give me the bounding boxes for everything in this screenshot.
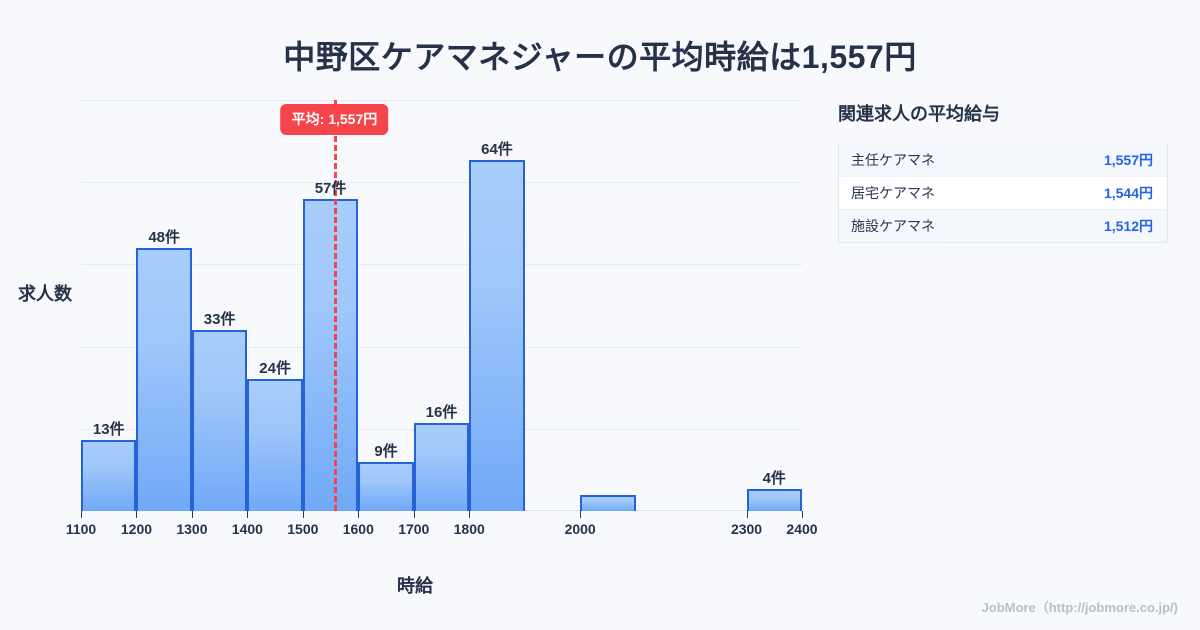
x-tick (469, 511, 471, 518)
related-salary-title: 関連求人の平均給与 (838, 104, 1000, 124)
bar (580, 494, 636, 511)
average-badge: 平均: 1,557円 (280, 104, 389, 135)
x-tick (413, 511, 415, 518)
bar (413, 423, 470, 511)
related-salary-panel: 関連求人の平均給与 主任ケアマネ 1,557円居宅ケアマネ 1,544円施設ケアマネ… (838, 100, 1168, 243)
plot-area: 1100 1200 1300 1400 1500 1600 1700 1800 2000 2300… (66, 100, 818, 537)
page-title: 中野区ケアマネジャーの平均時給は1,557円 (283, 39, 917, 75)
y-axis-title: 求人数 (18, 284, 72, 304)
bar (191, 330, 248, 511)
related-salary-value: 1,557円 (1103, 152, 1153, 168)
x-tick-label: 1200 (120, 521, 153, 537)
x-tick (746, 511, 748, 518)
bar (81, 439, 137, 511)
x-tick (247, 511, 249, 518)
x-axis-title: 時給 (397, 576, 433, 596)
chart-region: 1100 1200 1300 1400 1500 1600 1700 1800 2000 2300… (18, 100, 818, 596)
x-tick (136, 511, 138, 518)
bar (746, 489, 802, 511)
bar (358, 461, 414, 511)
footer-attribution: JobMore（http://jobmore.co.jp/) (981, 600, 1178, 615)
bar (247, 379, 303, 511)
related-salary-name: 主任ケアマネ (851, 152, 935, 168)
x-tick (580, 511, 582, 518)
average-line (334, 100, 338, 511)
gridline (81, 264, 802, 266)
gridline (81, 182, 802, 184)
table-row: 施設ケアマネ 1,512円 (839, 210, 1167, 243)
x-tick-label: 1500 (287, 521, 319, 537)
related-salary-name: 居宅ケアマネ (851, 185, 935, 201)
bar (302, 198, 359, 511)
bar-value-label: 9件 (374, 442, 398, 460)
bar (136, 247, 192, 511)
x-tick-label: 1800 (453, 521, 485, 537)
x-tick (802, 511, 803, 518)
x-tick-label: 1700 (398, 521, 430, 537)
x-tick-label: 2400 (786, 521, 818, 537)
gridline (81, 346, 802, 348)
x-tick (358, 511, 360, 518)
bar-value-label: 16件 (425, 404, 458, 422)
bar-value-label: 4件 (762, 470, 786, 488)
x-tick-label: 2000 (564, 521, 596, 537)
related-salary-value: 1,544円 (1103, 185, 1153, 201)
x-tick (191, 511, 193, 518)
x-tick-label: 1100 (65, 521, 97, 537)
related-salary-name: 施設ケアマネ (851, 218, 935, 234)
bar-value-label: 33件 (203, 311, 236, 329)
gridline (81, 100, 802, 101)
table-row: 居宅ケアマネ 1,544円 (839, 177, 1167, 210)
x-tick (81, 511, 82, 518)
x-tick-label: 1400 (231, 521, 263, 537)
x-tick-label: 1300 (176, 521, 208, 537)
bar (469, 160, 525, 511)
x-tick (302, 511, 304, 518)
bar-value-label: 64件 (481, 141, 513, 159)
related-salary-table: 主任ケアマネ 1,557円居宅ケアマネ 1,544円施設ケアマネ 1,512円 (838, 144, 1168, 243)
x-tick-label: 2300 (730, 521, 763, 537)
related-salary-value: 1,512円 (1103, 218, 1153, 234)
bar-value-label: 13件 (92, 420, 125, 438)
bar-value-label: 24件 (259, 360, 291, 378)
bar-value-label: 48件 (148, 228, 181, 246)
table-row: 主任ケアマネ 1,557円 (839, 144, 1167, 177)
x-tick-label: 1600 (342, 521, 374, 537)
bar-value-label: 57件 (314, 179, 347, 197)
